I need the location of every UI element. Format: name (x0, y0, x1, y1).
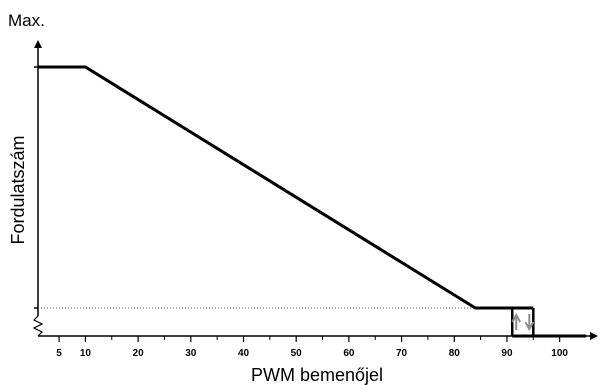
x-tick-label: 70 (396, 348, 408, 359)
x-tick-label: 20 (133, 348, 145, 359)
x-axis-title: PWM bemenőjel (251, 365, 383, 385)
x-tick-label: 40 (238, 348, 250, 359)
x-tick-label: 5 (56, 348, 62, 359)
x-tick-label: 30 (185, 348, 197, 359)
y-axis-title: Fordulatszám (8, 135, 28, 244)
arrow-up-icon (511, 312, 522, 323)
chart-marks (34, 65, 586, 338)
y-axis-break-icon (32, 315, 44, 337)
x-tick-label: 80 (449, 348, 461, 359)
x-tick-label: 100 (551, 348, 568, 359)
x-tick-label: 90 (501, 348, 513, 359)
x-axis-ticks (58, 336, 561, 342)
x-tick-label: 60 (343, 348, 355, 359)
x-tick-label: 10 (80, 348, 92, 359)
arrow-down-icon (524, 321, 535, 332)
x-axis-tick-labels: 5 10 20 30 40 50 60 70 80 90 100 (56, 348, 568, 359)
speed-curve-line (38, 65, 534, 310)
x-tick-label: 50 (291, 348, 303, 359)
y-axis-max-label: Max. (8, 11, 45, 30)
